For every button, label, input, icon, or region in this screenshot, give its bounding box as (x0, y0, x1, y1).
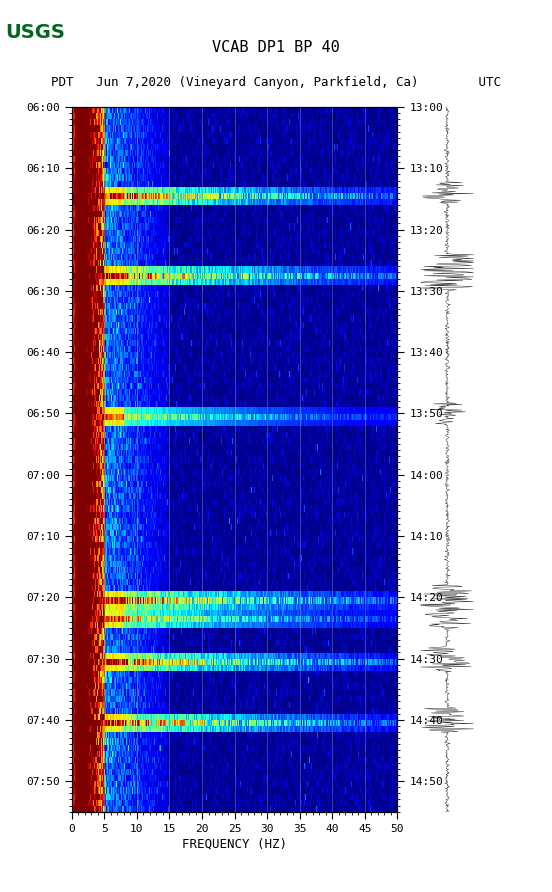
X-axis label: FREQUENCY (HZ): FREQUENCY (HZ) (182, 838, 287, 851)
Text: USGS: USGS (6, 23, 65, 42)
Text: PDT   Jun 7,2020 (Vineyard Canyon, Parkfield, Ca)        UTC: PDT Jun 7,2020 (Vineyard Canyon, Parkfie… (51, 76, 501, 89)
Text: VCAB DP1 BP 40: VCAB DP1 BP 40 (212, 40, 340, 55)
